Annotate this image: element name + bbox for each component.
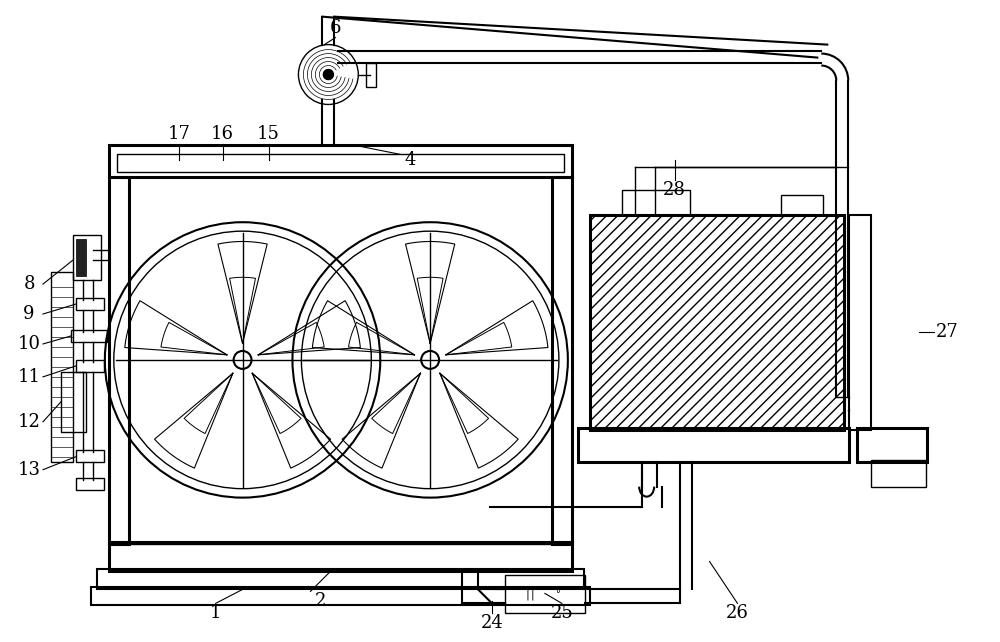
Text: 16: 16 (211, 125, 234, 143)
Bar (857, 428, 927, 462)
Bar (109, 177, 129, 544)
Bar (76, 478, 104, 490)
Bar (552, 177, 572, 544)
Bar (61, 372, 86, 432)
Text: ||: || (524, 589, 536, 600)
Text: 11: 11 (18, 368, 41, 386)
Bar (76, 239, 86, 276)
Text: 26: 26 (726, 604, 749, 622)
Bar (871, 460, 926, 487)
Text: 24: 24 (481, 614, 503, 632)
Text: °: ° (555, 589, 560, 600)
Text: 10: 10 (18, 335, 41, 353)
Bar (117, 154, 564, 172)
Text: 17: 17 (167, 125, 190, 143)
Bar (505, 575, 585, 613)
Text: 25: 25 (550, 604, 573, 622)
Bar (76, 298, 104, 310)
Circle shape (234, 351, 252, 369)
Bar (51, 272, 73, 462)
Bar (76, 360, 104, 372)
Bar (97, 569, 584, 589)
Bar (366, 62, 376, 87)
Bar (91, 587, 590, 605)
Bar (109, 145, 572, 177)
Text: 8: 8 (23, 275, 35, 293)
Circle shape (421, 351, 439, 369)
Bar (578, 428, 849, 462)
Bar (849, 215, 871, 429)
Text: 15: 15 (257, 125, 280, 143)
Text: 9: 9 (23, 305, 35, 323)
Bar (590, 215, 844, 429)
Bar (73, 235, 101, 280)
Bar (622, 190, 690, 215)
Bar (109, 541, 572, 571)
Bar (71, 330, 107, 342)
Text: 2: 2 (315, 593, 326, 611)
Bar (76, 449, 104, 462)
Circle shape (323, 69, 333, 80)
Bar (129, 177, 552, 544)
Text: 4: 4 (405, 152, 416, 169)
Text: 13: 13 (18, 461, 41, 479)
Text: 12: 12 (18, 413, 40, 431)
Bar (781, 195, 823, 215)
Text: 28: 28 (663, 181, 686, 199)
Text: 1: 1 (210, 604, 221, 622)
Text: 27: 27 (936, 323, 958, 341)
Text: 6: 6 (330, 19, 341, 37)
